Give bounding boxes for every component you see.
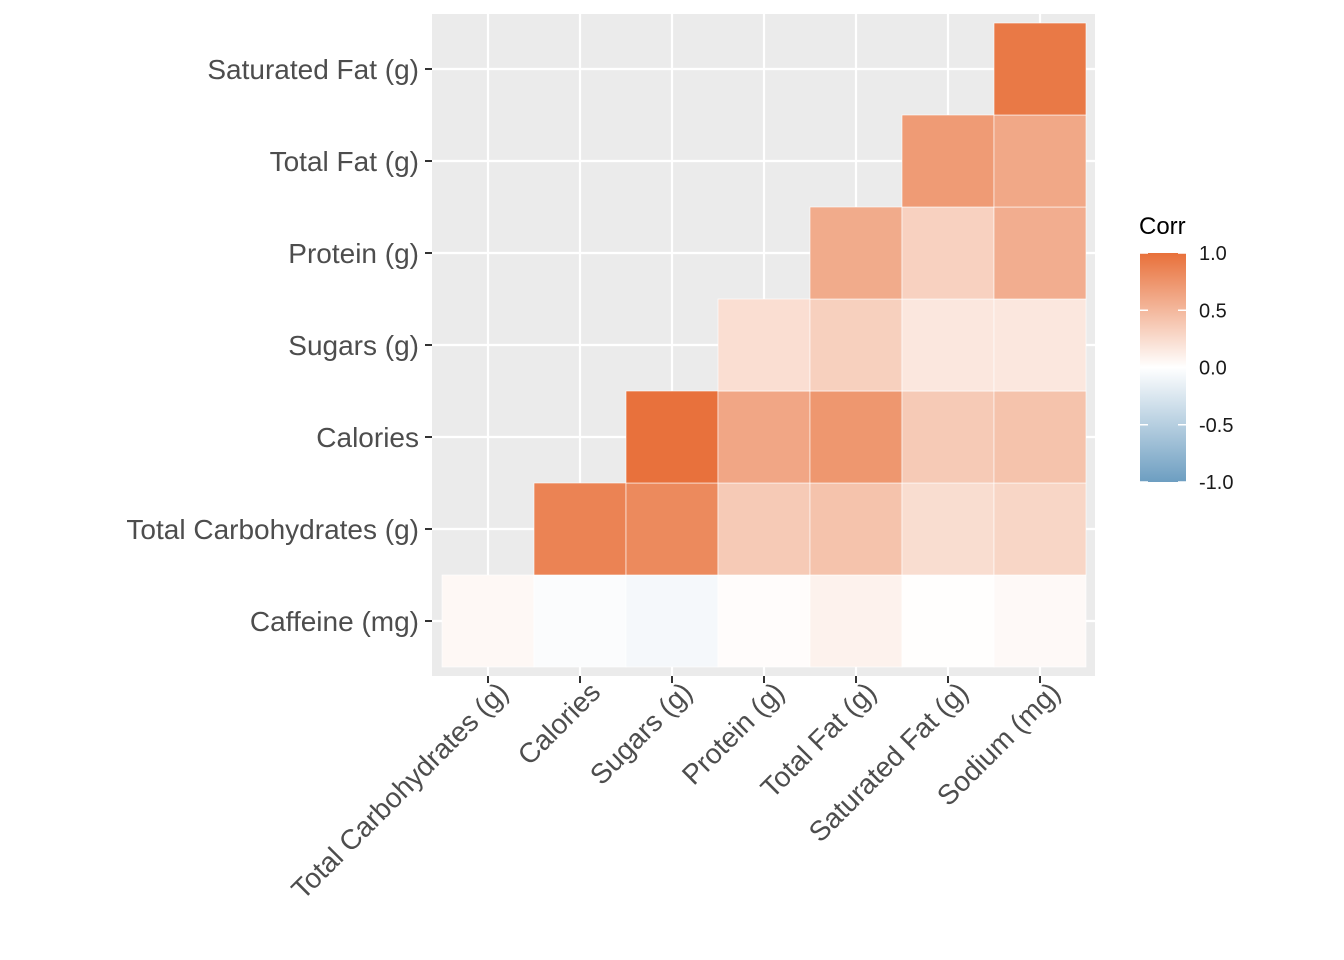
y-tick-label-total-fat-g: Total Fat (g) xyxy=(270,146,419,177)
heatmap-cell xyxy=(993,298,1087,392)
x-tick-label-saturated-fat-g: Saturated Fat (g) xyxy=(803,676,975,848)
heatmap-cell xyxy=(809,390,903,484)
heatmap-cell xyxy=(625,390,719,484)
y-tick-label-protein-g: Protein (g) xyxy=(288,238,419,269)
legend-tick-label: 0.5 xyxy=(1199,300,1227,322)
heatmap-cells xyxy=(441,22,1087,668)
heatmap-cell xyxy=(533,482,627,576)
y-tick-label-total-carbohydrates-g: Total Carbohydrates (g) xyxy=(126,514,419,545)
heatmap-cell xyxy=(901,206,995,300)
heatmap-cell xyxy=(625,482,719,576)
x-tick-label-calories: Calories xyxy=(512,676,607,771)
heatmap-cell xyxy=(441,574,535,668)
heatmap-cell xyxy=(993,22,1087,116)
heatmap-cell xyxy=(809,206,903,300)
legend-title: Corr xyxy=(1139,213,1186,240)
legend-tick-label: -0.5 xyxy=(1199,415,1233,437)
heatmap-cell xyxy=(717,574,811,668)
legend: Corr 1.0 0.5 0.0 -0.5 -1.0 xyxy=(1139,213,1233,494)
y-tick-label-caffeine-mg: Caffeine (mg) xyxy=(250,606,419,637)
legend-tick-label: -1.0 xyxy=(1199,472,1233,494)
y-axis: Caffeine (mg) Total Carbohydrates (g) Calo… xyxy=(126,54,432,637)
heatmap-cell xyxy=(533,574,627,668)
legend-tick-label: 1.0 xyxy=(1199,243,1227,265)
heatmap-cell xyxy=(901,574,995,668)
heatmap-cell xyxy=(993,206,1087,300)
heatmap-cell xyxy=(717,298,811,392)
heatmap-cell xyxy=(993,114,1087,208)
y-tick-label-sugars-g: Sugars (g) xyxy=(288,330,419,361)
legend-ticks: 1.0 0.5 0.0 -0.5 -1.0 xyxy=(1140,243,1233,494)
x-tick-label-total-carbohydrates-g: Total Carbohydrates (g) xyxy=(285,676,514,905)
heatmap-cell xyxy=(809,298,903,392)
y-tick-label-saturated-fat-g: Saturated Fat (g) xyxy=(207,54,419,85)
heatmap-cell xyxy=(625,574,719,668)
heatmap-cell xyxy=(809,482,903,576)
heatmap-cell xyxy=(809,574,903,668)
heatmap-cell xyxy=(901,298,995,392)
heatmap-cell xyxy=(717,390,811,484)
heatmap-cell xyxy=(993,574,1087,668)
legend-tick-label: 0.0 xyxy=(1199,358,1227,380)
heatmap-cell xyxy=(901,390,995,484)
heatmap-cell xyxy=(901,114,995,208)
heatmap-cell xyxy=(717,482,811,576)
heatmap-cell xyxy=(901,482,995,576)
heatmap-cell xyxy=(993,482,1087,576)
heatmap-cell xyxy=(993,390,1087,484)
y-tick-label-calories: Calories xyxy=(316,422,419,453)
